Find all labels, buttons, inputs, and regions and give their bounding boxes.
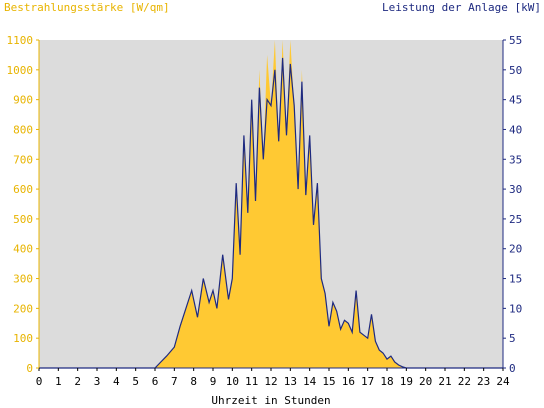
x-tick-label: 11 xyxy=(245,375,258,388)
left-axis-title: Bestrahlungsstärke [W/qm] xyxy=(4,1,170,14)
right-tick-label: 55 xyxy=(509,34,522,47)
right-tick-label: 25 xyxy=(509,213,522,226)
x-tick-label: 24 xyxy=(496,375,510,388)
right-tick-labels: 0 5 10 15 20 25 30 35 40 45 50 55 xyxy=(503,34,522,375)
x-tick-label: 15 xyxy=(322,375,335,388)
x-tick-label: 7 xyxy=(171,375,178,388)
x-tick-label: 18 xyxy=(380,375,393,388)
x-tick-label: 20 xyxy=(419,375,432,388)
x-tick-label: 1 xyxy=(55,375,62,388)
left-tick-label: 500 xyxy=(13,213,33,226)
right-tick-label: 50 xyxy=(509,64,522,77)
x-tick-label: 13 xyxy=(284,375,297,388)
x-axis-title: Uhrzeit in Stunden xyxy=(211,394,330,407)
irradiance-area xyxy=(39,40,503,368)
left-tick-label: 300 xyxy=(13,273,33,286)
right-tick-label: 10 xyxy=(509,302,522,315)
right-tick-label: 40 xyxy=(509,123,522,136)
x-tick-label: 5 xyxy=(132,375,139,388)
left-tick-label: 1100 xyxy=(7,34,34,47)
left-tick-label: 100 xyxy=(13,332,33,345)
right-tick-label: 5 xyxy=(509,332,516,345)
right-tick-label: 30 xyxy=(509,183,522,196)
x-tick-label: 6 xyxy=(152,375,159,388)
left-tick-label: 900 xyxy=(13,94,33,107)
x-tick-label: 0 xyxy=(36,375,43,388)
x-tick-label: 16 xyxy=(342,375,355,388)
x-tick-label: 10 xyxy=(226,375,239,388)
right-tick-label: 45 xyxy=(509,94,522,107)
x-tick-label: 19 xyxy=(400,375,413,388)
right-tick-label: 15 xyxy=(509,273,522,286)
power-line xyxy=(39,57,503,369)
x-tick-label: 4 xyxy=(113,375,120,388)
left-tick-label: 1000 xyxy=(7,64,34,77)
left-tick-label: 0 xyxy=(26,362,33,375)
right-tick-label: 20 xyxy=(509,243,522,256)
left-tick-label: 400 xyxy=(13,243,33,256)
power-layer xyxy=(39,57,503,369)
right-tick-label: 35 xyxy=(509,153,522,166)
left-tick-label: 600 xyxy=(13,183,33,196)
x-tick-label: 12 xyxy=(264,375,277,388)
left-tick-label: 700 xyxy=(13,153,33,166)
x-tick-label: 3 xyxy=(94,375,101,388)
x-tick-labels: 0 1 2 3 4 5 6 7 8 9 10 11 12 13 14 15 16 17 18 19 20 21 22 23 24 xyxy=(36,368,510,388)
x-tick-label: 21 xyxy=(438,375,451,388)
right-tick-label: 0 xyxy=(509,362,516,375)
x-tick-label: 8 xyxy=(190,375,197,388)
x-tick-label: 23 xyxy=(477,375,490,388)
x-tick-label: 14 xyxy=(303,375,317,388)
x-tick-label: 2 xyxy=(74,375,81,388)
left-tick-labels: 0 100 200 300 400 500 600 700 800 900 1000 1100 xyxy=(7,34,39,375)
x-tick-label: 9 xyxy=(210,375,217,388)
left-tick-label: 800 xyxy=(13,123,33,136)
x-tick-label: 17 xyxy=(361,375,374,388)
right-axis-title: Leistung der Anlage [kW] xyxy=(382,1,541,14)
x-tick-label: 22 xyxy=(458,375,471,388)
irradiance-layer xyxy=(39,40,503,368)
left-tick-label: 200 xyxy=(13,302,33,315)
